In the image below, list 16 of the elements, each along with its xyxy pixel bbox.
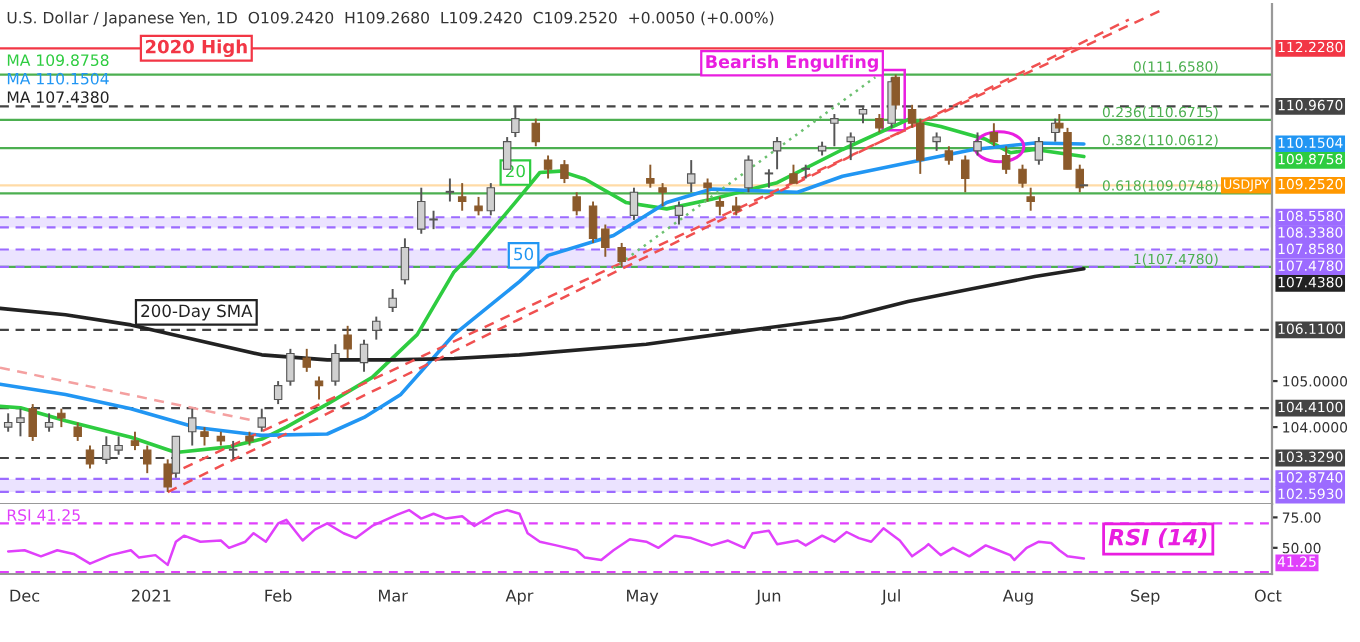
series-label: 200-Day SMA: [141, 304, 253, 321]
x-tick-label: Jun: [755, 589, 781, 605]
x-tick-label: Sep: [1131, 589, 1160, 605]
x-tick-label: May: [627, 589, 659, 605]
x-tick-label: Oct: [1254, 589, 1282, 602]
annotation: Bearish Engulfing: [706, 54, 878, 72]
x-tick-label: Apr: [505, 589, 534, 605]
x-tick-label: Jul: [881, 589, 900, 605]
annotation: 2020 High: [145, 39, 247, 58]
x-tick-label: Aug: [1002, 589, 1033, 605]
series-label: 50: [514, 247, 534, 261]
x-tick-label: Feb: [265, 589, 292, 602]
annotation: RSI (14): [1108, 528, 1207, 549]
x-tick-label: 2021: [132, 589, 171, 602]
x-tick-label: Dec: [10, 589, 40, 602]
x-tick-label: Mar: [379, 589, 408, 602]
